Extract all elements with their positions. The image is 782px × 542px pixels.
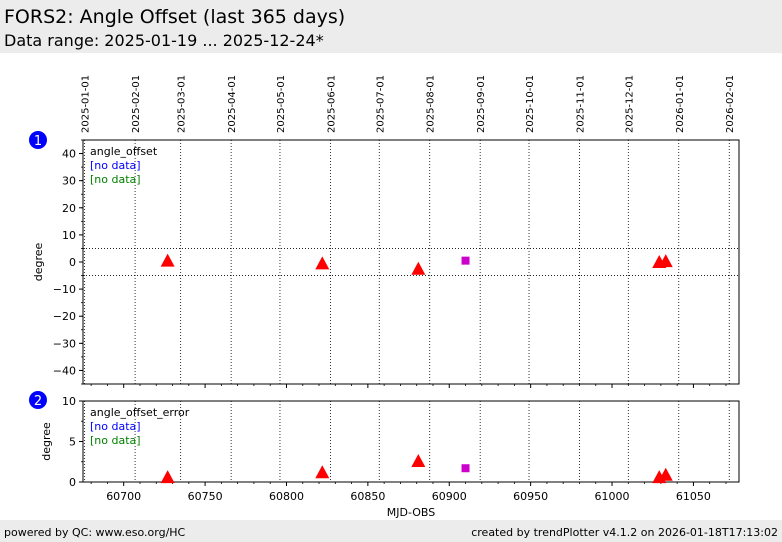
legend-entry: [no data] xyxy=(90,420,141,433)
x-tick-label: 60750 xyxy=(188,490,223,503)
panel-badge-label: 1 xyxy=(34,134,42,149)
x-tick-label: 60800 xyxy=(269,490,304,503)
data-range-subtitle: Data range: 2025-01-19 ... 2025-12-24* xyxy=(4,31,324,50)
y-tick-label: 20 xyxy=(62,202,76,215)
data-point-triangle xyxy=(315,256,330,270)
data-point-triangle xyxy=(411,453,426,467)
legend-entry: [no data] xyxy=(90,173,141,186)
date-tick-label: 2025-02-01 xyxy=(131,75,142,133)
header-bar: FORS2: Angle Offset (last 365 days) Data… xyxy=(0,0,782,53)
y-axis-label: degree xyxy=(40,422,53,461)
panel-badge-label: 2 xyxy=(34,394,42,409)
y-tick-label: −30 xyxy=(53,337,76,350)
data-point-triangle xyxy=(315,465,330,479)
date-tick-label: 2025-04-01 xyxy=(227,75,238,133)
y-tick-label: −40 xyxy=(53,364,76,377)
footer-bar: powered by QC: www.eso.org/HC created by… xyxy=(0,520,782,542)
x-tick-label: 60850 xyxy=(350,490,385,503)
y-tick-label: 30 xyxy=(62,175,76,188)
date-tick-label: 2025-10-01 xyxy=(525,75,536,133)
legend-entry: [no data] xyxy=(90,159,141,172)
x-tick-label: 60900 xyxy=(432,490,467,503)
x-tick-label: 61000 xyxy=(595,490,630,503)
x-tick-label: 60700 xyxy=(106,490,141,503)
data-point-triangle xyxy=(160,253,175,267)
panel-1: −40 −30 −20 −10 0 10 20 30 40 degree 1 angle_offset… xyxy=(29,131,740,388)
date-tick-label: 2025-05-01 xyxy=(276,75,287,133)
data-point-triangle xyxy=(658,467,673,481)
panel-badge xyxy=(29,131,47,149)
footer-created-by: created by trendPlotter v4.1.2 on 2026-0… xyxy=(471,526,778,539)
y-tick-label: −20 xyxy=(53,310,76,323)
data-point-triangle xyxy=(160,470,175,484)
y-tick-label: 0 xyxy=(69,476,76,489)
date-tick-label: 2026-02-01 xyxy=(725,75,736,133)
date-tick-label: 2025-06-01 xyxy=(326,75,337,133)
y-tick-label: −10 xyxy=(53,283,76,296)
x-tick-label: 60950 xyxy=(513,490,548,503)
y-tick-label: 0 xyxy=(69,256,76,269)
date-tick-label: 2025-12-01 xyxy=(624,75,635,133)
y-tick-label: 5 xyxy=(69,436,76,449)
page-title: FORS2: Angle Offset (last 365 days) xyxy=(4,6,346,28)
y-tick-label: 10 xyxy=(62,395,76,408)
date-tick-label: 2025-07-01 xyxy=(375,75,386,133)
footer-powered-by: powered by QC: www.eso.org/HC xyxy=(4,526,186,539)
panel-badge xyxy=(29,391,47,409)
plot-frame xyxy=(82,139,740,385)
date-tick-label: 2025-01-01 xyxy=(81,75,92,133)
data-point-triangle xyxy=(658,254,673,268)
date-tick-label: 2025-03-01 xyxy=(177,75,188,133)
date-tick-label: 2026-01-01 xyxy=(675,75,686,133)
data-point-square xyxy=(461,256,470,265)
y-tick-label: 40 xyxy=(62,148,76,161)
y-tick-label: 10 xyxy=(62,229,76,242)
x-tick-label: 61050 xyxy=(676,490,711,503)
legend-entry: angle_offset xyxy=(90,145,158,158)
y-axis-label: degree xyxy=(32,243,45,282)
data-point-square xyxy=(461,464,470,473)
date-tick-label: 2025-11-01 xyxy=(575,75,586,133)
date-tick-label: 2025-08-01 xyxy=(426,75,437,133)
x-axis-label: MJD-OBS xyxy=(387,506,435,519)
legend-entry: angle_offset_error xyxy=(90,406,190,419)
date-tick-label: 2025-09-01 xyxy=(476,75,487,133)
data-point-triangle xyxy=(411,261,426,275)
legend-entry: [no data] xyxy=(90,434,141,447)
